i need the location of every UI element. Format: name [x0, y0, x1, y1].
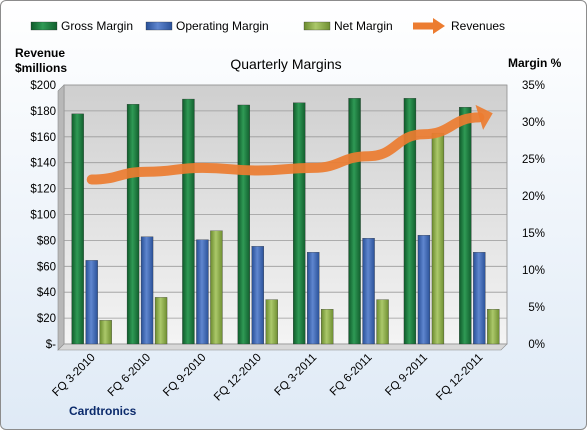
bar-operating-margin: [362, 238, 375, 345]
category-label: FQ 3-2011: [273, 352, 320, 399]
left-tick-label: $80: [37, 235, 56, 247]
right-tick-label: 35%: [522, 80, 545, 92]
legend-label: Revenues: [451, 19, 505, 33]
company-label: Cardtronics: [69, 404, 137, 418]
bar-gross-margin: [71, 113, 84, 345]
bar-net-margin: [265, 299, 278, 345]
left-tick-label: $60: [37, 261, 56, 273]
legend-label: Operating Margin: [176, 19, 269, 33]
bar-gross-margin: [459, 107, 472, 345]
category-label: FQ 9-2011: [383, 352, 430, 399]
category-label: FQ 3-2010: [50, 352, 97, 399]
bar-net-margin: [321, 309, 334, 345]
bar-operating-margin: [85, 260, 98, 345]
category-label: FQ 9-2010: [161, 352, 208, 399]
right-tick-label: 15%: [522, 228, 545, 240]
legend-arrow-revenues: [433, 18, 445, 34]
plot-side-wall: [57, 84, 65, 351]
bar-operating-margin: [417, 235, 431, 345]
legend-label: Gross Margin: [61, 19, 133, 33]
bar-gross-margin: [293, 102, 306, 345]
right-tick-label: 25%: [522, 154, 545, 166]
left-axis-title-line2: $millions: [15, 61, 67, 75]
bar-net-margin: [487, 309, 500, 345]
legend-swatch: [30, 21, 58, 31]
right-tick-label: 30%: [522, 117, 545, 129]
left-axis-title-line1: Revenue: [15, 46, 65, 60]
bar-net-margin: [376, 299, 389, 345]
revenue-line: [86, 112, 485, 185]
left-tick-label: $200: [30, 80, 56, 92]
legend-label: Net Margin: [334, 19, 393, 33]
bar-net-margin: [210, 230, 223, 345]
bar-gross-margin: [348, 98, 361, 345]
legend: Gross Margin Operating Margin Net Margin Re…: [30, 18, 505, 34]
bar-gross-margin: [403, 98, 417, 345]
bar-net-margin: [154, 297, 168, 345]
category-label: FQ 6-2010: [106, 352, 153, 399]
right-tick-label: 5%: [528, 302, 545, 314]
left-tick-label: $20: [37, 313, 56, 325]
bar-gross-margin: [126, 104, 140, 345]
left-tick-label: $40: [37, 287, 56, 299]
category-label: FQ 12-2011: [434, 352, 485, 403]
bar-operating-margin: [140, 236, 154, 345]
right-tick-label: 20%: [522, 191, 545, 203]
chart-title: Quarterly Margins: [230, 56, 341, 72]
left-tick-label: $100: [30, 210, 56, 222]
bar-operating-margin: [473, 252, 486, 345]
right-tick-label: 0%: [528, 339, 545, 351]
bar-net-margin: [431, 132, 445, 345]
left-tick-label: $160: [30, 132, 56, 144]
bar-operating-margin: [196, 239, 209, 345]
bar-operating-margin: [251, 246, 264, 345]
right-axis-title: Margin %: [508, 56, 562, 70]
bar-gross-margin: [182, 98, 195, 345]
left-tick-label: $-: [46, 339, 56, 351]
bar-gross-margin: [237, 104, 250, 345]
plot-floor: [57, 343, 508, 351]
bar-net-margin: [99, 320, 112, 345]
legend-swatch: [145, 21, 173, 31]
left-tick-label: $140: [30, 158, 56, 170]
bar-operating-margin: [307, 252, 320, 345]
left-tick-label: $180: [30, 106, 56, 118]
right-tick-label: 10%: [522, 265, 545, 277]
category-label: FQ 12-2010: [212, 352, 264, 404]
category-label: FQ 6-2011: [328, 352, 375, 399]
revenue-arrowhead: [475, 104, 493, 130]
legend-swatch: [303, 21, 331, 31]
plot-area: [57, 84, 508, 351]
left-tick-label: $120: [30, 184, 56, 196]
